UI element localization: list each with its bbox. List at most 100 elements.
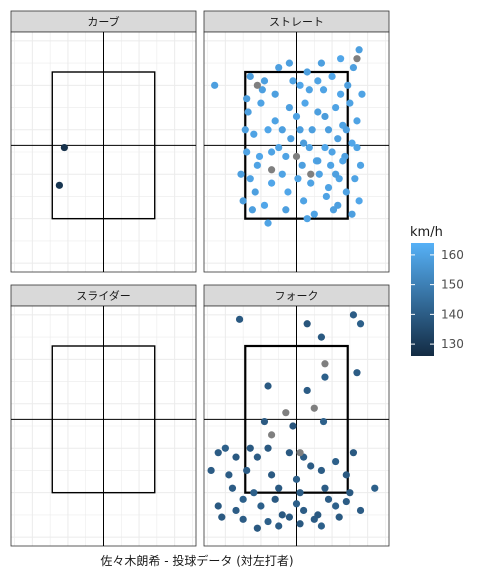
pitch-point [248, 206, 256, 214]
pitch-point [342, 126, 350, 134]
pitch-point [250, 489, 258, 497]
pitch-point [264, 444, 272, 452]
pitch-point [351, 175, 359, 183]
pitch-point [211, 81, 219, 89]
pitch-point [267, 431, 276, 439]
pitch-point [332, 103, 340, 112]
pitch-point [310, 404, 318, 412]
facet-panel: フォーク [203, 284, 390, 547]
pitch-points [55, 143, 68, 189]
pitch-point [300, 197, 308, 205]
pitch-point [305, 86, 313, 94]
pitch-point [353, 55, 361, 63]
pitch-point [282, 206, 290, 214]
pitch-point [258, 86, 266, 94]
pitch-point [314, 157, 322, 165]
pitch-point [246, 444, 254, 452]
pitch-point [246, 72, 254, 81]
facet-panel: スライダー [10, 284, 197, 547]
pitch-point [292, 112, 301, 121]
pitch-point [353, 143, 361, 152]
pitch-point [214, 502, 222, 510]
pitch-point [264, 517, 272, 526]
pitch-point [237, 170, 245, 178]
pitch-point [257, 99, 265, 107]
pitch-point [282, 152, 290, 161]
pitch-point [332, 170, 340, 178]
facet-panel: ストレート [203, 10, 390, 273]
pitch-point [339, 157, 347, 165]
pitch-point [321, 112, 329, 121]
pitch-point [321, 360, 329, 368]
pitch-point [232, 453, 240, 461]
pitch-point [241, 126, 249, 134]
pitch-point [264, 126, 272, 134]
pitch-point [332, 502, 340, 510]
pitch-point [239, 197, 247, 205]
pitch-point [317, 466, 326, 475]
pitch-point [243, 466, 251, 475]
pitch-point [329, 206, 338, 214]
pitch-point [337, 90, 345, 98]
pitch-point [253, 161, 261, 169]
pitch-point [305, 143, 313, 152]
pitch-point [267, 148, 276, 156]
pitch-point [342, 188, 350, 196]
pitch-point [285, 59, 293, 67]
pitch-point [275, 63, 283, 72]
pitch-point [235, 315, 244, 323]
pitch-point [294, 175, 302, 183]
pitch-point [267, 166, 276, 174]
pitch-point [253, 453, 261, 461]
pitch-point [239, 495, 247, 503]
pitch-point [324, 183, 333, 192]
pitch-point [221, 444, 229, 452]
pitch-point [310, 210, 318, 218]
pitch-point [315, 170, 323, 178]
pitch-point [264, 382, 272, 390]
pitch-point [303, 68, 311, 76]
pitch-point [271, 117, 279, 125]
pitch-point [253, 81, 261, 89]
pitch-points [207, 311, 379, 532]
pitch-point [307, 462, 315, 470]
legend-colorbar [411, 243, 434, 356]
color-legend: km/h 130 140 150 160 [410, 225, 464, 356]
legend-tick-label: 160 [441, 248, 464, 262]
pitch-point [285, 103, 293, 112]
pitch-point [218, 513, 226, 521]
pitch-point [337, 55, 345, 63]
pitch-point [321, 373, 329, 381]
pitch-point [307, 179, 315, 187]
pitch-point [264, 219, 272, 227]
pitch-point [349, 449, 358, 457]
pitch-point [296, 449, 304, 457]
pitch-point [60, 143, 68, 152]
pitch-point [267, 179, 276, 187]
pitch-point [317, 522, 326, 530]
pitch-point [292, 152, 301, 161]
pitch-point [275, 143, 283, 152]
pitch-point [317, 59, 326, 67]
pitch-point [243, 148, 251, 156]
pitch-point [260, 417, 269, 426]
pitch-point [358, 90, 366, 98]
facet-strip-label: フォーク [275, 290, 319, 303]
pitch-point [346, 99, 354, 107]
pitch-point [296, 126, 304, 134]
pitch-points [211, 46, 366, 227]
pitch-point [328, 148, 336, 156]
pitch-point [255, 152, 264, 161]
pitch-point [239, 515, 247, 523]
pitch-point [251, 188, 259, 196]
pitch-point [319, 417, 328, 426]
pitch-point [349, 311, 358, 319]
pitch-point [278, 170, 286, 178]
pitch-point [303, 320, 311, 328]
pitch-point [214, 449, 222, 457]
pitch-point [289, 422, 297, 430]
pitch-point [334, 135, 342, 143]
pitch-point [332, 457, 340, 466]
pitch-point [300, 506, 308, 515]
pitch-point [314, 77, 322, 85]
